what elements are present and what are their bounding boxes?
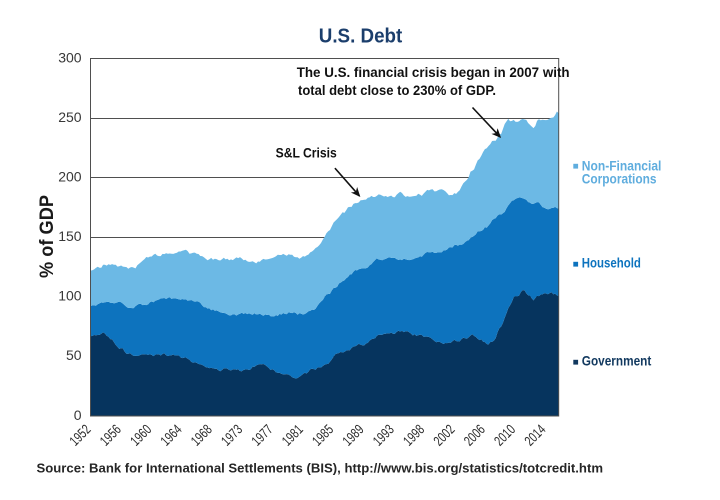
- svg-text:Non-Financial: Non-Financial: [582, 159, 662, 174]
- svg-text:250: 250: [58, 109, 82, 125]
- svg-text:S&L Crisis: S&L Crisis: [276, 145, 337, 161]
- svg-text:300: 300: [58, 49, 82, 65]
- svg-text:150: 150: [58, 228, 82, 244]
- svg-text:200: 200: [58, 169, 82, 185]
- svg-text:Household: Household: [582, 256, 641, 271]
- svg-text:Government: Government: [582, 354, 652, 369]
- svg-text:% of GDP: % of GDP: [37, 195, 58, 278]
- svg-text:Corporations: Corporations: [582, 171, 657, 186]
- svg-text:50: 50: [66, 347, 82, 363]
- svg-text:The U.S. financial crisis bega: The U.S. financial crisis began in 2007 …: [297, 65, 570, 80]
- svg-text:total debt close to 230% of GD: total debt close to 230% of GDP.: [298, 83, 496, 98]
- svg-text:Source: Bank for International: Source: Bank for International Settlemen…: [37, 460, 604, 475]
- svg-text:U.S. Debt: U.S. Debt: [319, 26, 403, 48]
- svg-text:0: 0: [74, 407, 82, 423]
- svg-text:100: 100: [58, 288, 82, 304]
